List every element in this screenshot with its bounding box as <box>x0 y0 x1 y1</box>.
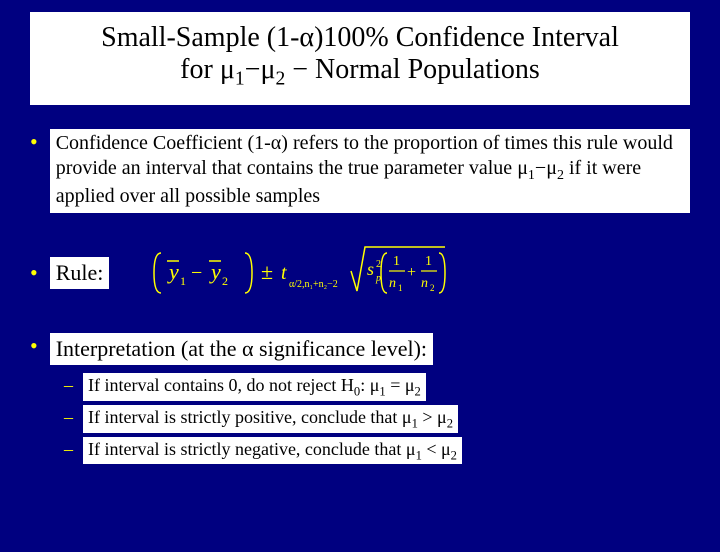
title-mu1: μ1−μ2 <box>220 54 285 85</box>
svg-text:α/2,n₁+n₂−2: α/2,n₁+n₂−2 <box>289 279 338 290</box>
svg-text:+: + <box>407 264 416 281</box>
svg-text:±: ± <box>261 259 273 284</box>
dash-marker: – <box>64 437 73 461</box>
interpretation-sublist: – If interval contains 0, do not reject … <box>64 373 690 465</box>
svg-text:y: y <box>167 259 179 284</box>
svg-text:−: − <box>191 262 202 284</box>
bullet-text-1: Confidence Coefficient (1-α) refers to t… <box>50 129 690 214</box>
rule-formula: y 1 − y 2 ± t α/2,n₁+n₂−2 s 2 p 1 n 1 + … <box>149 241 449 305</box>
bullet-interpretation: • Interpretation (at the α significance … <box>30 333 690 365</box>
sub-text-3: If interval is strictly negative, conclu… <box>83 437 462 465</box>
svg-text:p: p <box>375 273 381 284</box>
svg-text:t: t <box>281 262 287 284</box>
svg-text:1: 1 <box>398 283 403 293</box>
dash-marker: – <box>64 405 73 429</box>
svg-text:2: 2 <box>222 274 228 288</box>
svg-text:1: 1 <box>425 254 432 269</box>
slide-content: • Confidence Coefficient (1-α) refers to… <box>30 129 690 465</box>
sub-item-1: – If interval contains 0, do not reject … <box>64 373 690 401</box>
dash-marker: – <box>64 373 73 397</box>
svg-text:1: 1 <box>180 274 186 288</box>
svg-text:2: 2 <box>430 283 435 293</box>
title-for: for <box>180 54 220 85</box>
bullet-rule: • Rule: y 1 − y 2 ± t α/2,n₁+n₂−2 s 2 p … <box>30 241 690 305</box>
title-tail: − Normal Populations <box>285 54 540 85</box>
svg-text:y: y <box>209 259 221 284</box>
svg-text:2: 2 <box>376 259 381 270</box>
bullet-confidence-coefficient: • Confidence Coefficient (1-α) refers to… <box>30 129 690 214</box>
sub-item-3: – If interval is strictly negative, conc… <box>64 437 690 465</box>
title-line-2: for μ1−μ2 − Normal Populations <box>50 54 670 91</box>
svg-text:n: n <box>421 276 428 291</box>
svg-text:s: s <box>367 259 374 279</box>
bullet-marker: • <box>30 333 38 359</box>
bullet-marker: • <box>30 260 38 286</box>
interpretation-label: Interpretation (at the α significance le… <box>50 333 433 365</box>
bullet-marker: • <box>30 129 38 155</box>
slide-title: Small-Sample (1-α)100% Confidence Interv… <box>30 12 690 105</box>
rule-label: Rule: <box>50 257 110 289</box>
svg-text:1: 1 <box>393 254 400 269</box>
sub-text-1: If interval contains 0, do not reject H0… <box>83 373 426 401</box>
sub-item-2: – If interval is strictly positive, conc… <box>64 405 690 433</box>
sub-text-2: If interval is strictly positive, conclu… <box>83 405 458 433</box>
title-line-1: Small-Sample (1-α)100% Confidence Interv… <box>50 22 670 54</box>
svg-text:n: n <box>389 276 396 291</box>
